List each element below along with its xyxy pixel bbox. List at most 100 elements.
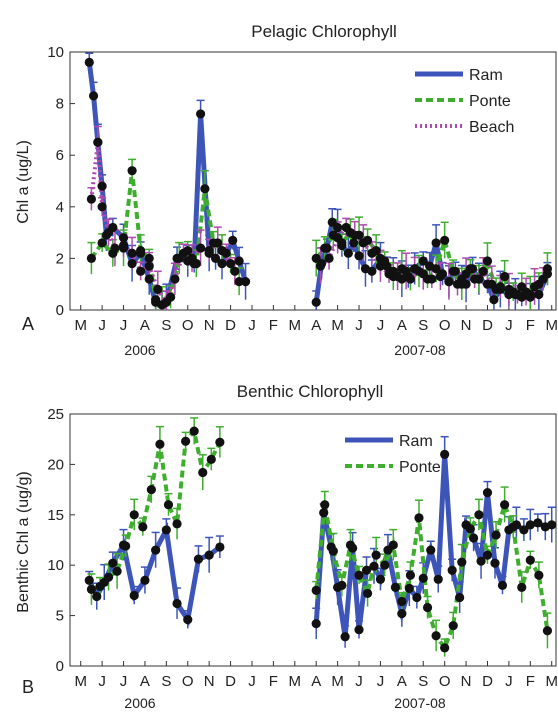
panel-a-data-point-ponte bbox=[144, 253, 154, 263]
panel-b-y-tick-label: 5 bbox=[56, 608, 64, 625]
panel-b-y-tick-label: 20 bbox=[47, 456, 64, 473]
panel-a-data-point-beach bbox=[410, 264, 420, 274]
panel-b-data-point-ram bbox=[455, 592, 465, 603]
panel-a-x-tick-label: D bbox=[482, 317, 493, 334]
panel-a-data-point-ram bbox=[431, 238, 441, 248]
panel-b-plot-frame bbox=[69, 413, 557, 667]
panel-a-title: Pelagic Chlorophyll bbox=[251, 22, 397, 41]
panel-a-data-point-ram bbox=[489, 295, 499, 305]
panel-b-legend-label-ram: Ram bbox=[399, 433, 433, 450]
panel-a-data-point-beach bbox=[478, 266, 488, 276]
panel-a-data-point-ponte bbox=[136, 246, 146, 256]
panel-a-x-tick-label: N bbox=[204, 317, 215, 334]
panel-a-data-point-beach bbox=[204, 246, 214, 256]
panel-b-series-line-ponte bbox=[90, 426, 222, 592]
panel-b-x-tick-label: J bbox=[248, 673, 256, 690]
panel-b-data-point-ram bbox=[547, 520, 557, 530]
panel-b-y-tick-label: 10 bbox=[47, 557, 64, 574]
panel-a-data-point-ponte bbox=[200, 184, 210, 194]
panel-a-data-point-ram bbox=[127, 258, 137, 269]
panel-b-x-tick-label: J bbox=[505, 673, 513, 690]
panel-b-data-point-ponte bbox=[103, 572, 114, 582]
panel-b-x-tick-label: N bbox=[204, 673, 215, 690]
panel-a-data-point-beach bbox=[170, 274, 180, 284]
panel-b-x-tick-label: F bbox=[269, 673, 278, 690]
panel-b-x-tick-label: S bbox=[161, 673, 171, 690]
panel-a-data-point-beach bbox=[103, 228, 114, 238]
panel-a-x-tick-label: S bbox=[418, 317, 428, 334]
panel-a-data-point-beach bbox=[97, 202, 107, 212]
panel-a-data-point-beach bbox=[153, 284, 163, 294]
panel-a-y-tick-label: 8 bbox=[56, 96, 64, 113]
panel-b-data-point-ponte bbox=[155, 439, 165, 449]
panel-b-data-point-ram bbox=[140, 575, 150, 585]
panel-a-data-point-beach bbox=[93, 137, 103, 147]
panel-a-x-tick-label: A bbox=[140, 317, 150, 334]
panel-a-x-tick-label: M bbox=[289, 317, 302, 334]
panel-a-data-point-ponte bbox=[86, 253, 97, 263]
panel-a-data-point-ponte bbox=[482, 256, 493, 266]
panel-a-data-point-ponte bbox=[440, 235, 450, 245]
panel-a-y-tick-label: 2 bbox=[56, 250, 64, 267]
panel-b-data-point-ponte bbox=[388, 540, 398, 550]
panel-b-data-point-ram bbox=[447, 565, 457, 575]
panel-b-data-point-ponte bbox=[371, 550, 381, 560]
panel-a-data-point-ponte bbox=[225, 258, 236, 269]
panel-b-x-tick-label: A bbox=[140, 673, 150, 690]
panel-a-data-point-ram bbox=[349, 238, 359, 248]
panel-a-data-point-beach bbox=[144, 261, 154, 271]
panel-a-x-tick-label: J bbox=[120, 317, 128, 334]
panel-b-data-point-ram bbox=[433, 574, 443, 584]
panel-b-x-tick-label: O bbox=[439, 673, 451, 690]
panel-a-data-point-ram bbox=[88, 91, 99, 101]
panel-b-data-point-ram bbox=[482, 488, 493, 498]
panel-a-data-point-beach bbox=[435, 271, 445, 282]
panel-a-x-tick-label: J bbox=[377, 317, 385, 334]
panel-b-x-tick-label: S bbox=[418, 673, 428, 690]
panel-b-x-tick-label: F bbox=[526, 673, 535, 690]
panel-a-data-point-ram bbox=[354, 251, 364, 261]
panel-b-data-point-ram bbox=[354, 625, 364, 635]
panel-a-data-point-beach bbox=[315, 261, 326, 271]
panel-b-data-point-ram bbox=[404, 583, 414, 593]
panel-b-data-point-ponte bbox=[534, 570, 544, 580]
panel-a-data-point-ram bbox=[311, 297, 321, 307]
panel-b-data-point-ram bbox=[533, 518, 543, 528]
panel-a-data-point-beach bbox=[495, 282, 505, 292]
panel-a-letter: A bbox=[22, 314, 34, 334]
panel-a-data-point-ponte bbox=[127, 166, 137, 176]
panel-b-y-tick-label: 25 bbox=[47, 406, 64, 423]
panel-a-data-point-beach bbox=[178, 248, 189, 258]
panel-a-data-point-beach bbox=[86, 194, 97, 204]
panel-a-x-tick-label: J bbox=[248, 317, 256, 334]
panel-b-y-tick-label: 15 bbox=[47, 507, 64, 524]
panel-b-series-line-ponte bbox=[314, 498, 550, 653]
panel-a-data-point-beach bbox=[384, 269, 394, 279]
panel-b-data-point-ram bbox=[172, 598, 182, 609]
panel-b-year-label-2: 2007-08 bbox=[394, 695, 446, 711]
panel-b-x-tick-label: J bbox=[377, 673, 385, 690]
panel-a-legend-label-ram: Ram bbox=[469, 67, 503, 84]
panel-b-data-point-ponte bbox=[198, 467, 208, 478]
panel-a-y-ticks: 0 2 4 6 8 10 bbox=[47, 44, 75, 319]
panel-b-data-point-ram bbox=[161, 525, 171, 535]
panel-a-x-tick-label: F bbox=[526, 317, 535, 334]
panel-a-year-label-2: 2007-08 bbox=[394, 342, 446, 358]
panel-b-data-point-ram bbox=[129, 590, 139, 601]
panel-b-data-point-ponte bbox=[320, 500, 330, 510]
panel-b-data-point-ponte bbox=[517, 582, 527, 592]
panel-b-data-point-ponte bbox=[206, 454, 216, 464]
panel-a-data-point-beach bbox=[136, 266, 146, 276]
panel-b-data-point-ram bbox=[193, 554, 204, 564]
panel-a-data-point-ram bbox=[84, 57, 94, 67]
panel-a-data-point-ponte bbox=[320, 243, 330, 253]
panel-b-data-point-ponte bbox=[525, 555, 535, 565]
panel-b-data-point-ram bbox=[319, 508, 329, 518]
panel-b-data-point-ponte bbox=[354, 570, 364, 580]
panel-a-data-point-beach bbox=[529, 282, 540, 292]
panel-a-data-point-beach bbox=[487, 279, 497, 289]
panel-a-data-point-beach bbox=[324, 253, 334, 263]
panel-a-data-point-ram bbox=[240, 277, 251, 287]
panel-b-data-point-ram bbox=[108, 558, 118, 568]
